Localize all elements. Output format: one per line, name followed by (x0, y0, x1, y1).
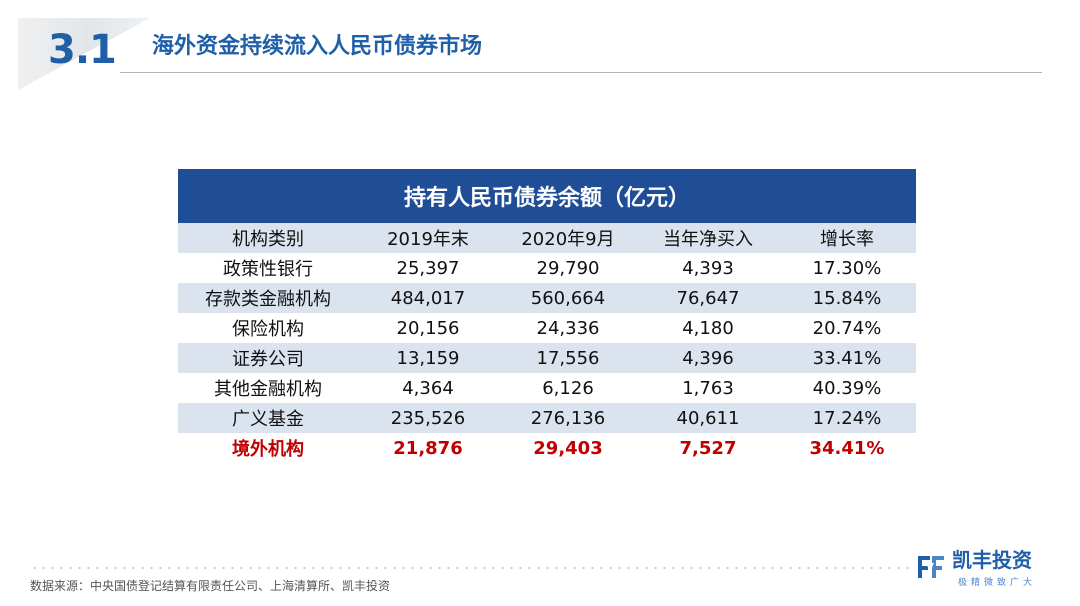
value-2020-cell: 24,336 (536, 317, 600, 339)
column-header-2020: 2020年9月 (521, 229, 615, 250)
table-row: 广义基金 235,526 276,136 40,611 17.24% (178, 403, 916, 433)
value-2020-cell: 29,403 (533, 437, 603, 459)
value-2019-cell: 21,876 (393, 437, 463, 459)
value-2019-cell: 25,397 (396, 257, 460, 279)
table-row: 其他金融机构 4,364 6,126 1,763 40.39% (178, 373, 916, 403)
value-2019-cell: 235,526 (390, 407, 466, 429)
page-title: 海外资金持续流入人民币债券市场 (152, 34, 483, 59)
growth-cell: 17.24% (812, 407, 882, 429)
header-divider (120, 72, 1042, 73)
net-buy-cell: 4,396 (682, 347, 734, 369)
net-buy-cell: 1,763 (682, 377, 734, 399)
net-buy-cell: 76,647 (676, 287, 740, 309)
company-logo-name: 凯丰投资 (952, 548, 1032, 572)
footer-dotted-divider (30, 567, 910, 569)
growth-cell: 34.41% (809, 437, 885, 459)
company-logo-icon (918, 556, 944, 578)
net-buy-cell: 4,393 (682, 257, 734, 279)
value-2019-cell: 20,156 (396, 317, 460, 339)
column-header-category: 机构类别 (232, 229, 304, 250)
table-title: 持有人民币债券余额（亿元） (178, 169, 916, 223)
table-row: 政策性银行 25,397 29,790 4,393 17.30% (178, 253, 916, 283)
category-cell: 广义基金 (232, 409, 304, 430)
net-buy-cell: 40,611 (676, 407, 740, 429)
growth-cell: 15.84% (812, 287, 882, 309)
growth-cell: 20.74% (812, 317, 882, 339)
category-cell: 证券公司 (232, 349, 304, 370)
table-row: 保险机构 20,156 24,336 4,180 20.74% (178, 313, 916, 343)
value-2019-cell: 484,017 (390, 287, 466, 309)
table-header-row: 机构类别 2019年末 2020年9月 当年净买入 增长率 (178, 223, 916, 253)
value-2020-cell: 17,556 (536, 347, 600, 369)
company-logo-slogan: 极精微致广大 (958, 578, 1037, 588)
value-2020-cell: 6,126 (542, 377, 594, 399)
section-number: 3.1 (48, 27, 117, 73)
category-cell: 政策性银行 (223, 259, 313, 280)
value-2020-cell: 29,790 (536, 257, 600, 279)
net-buy-cell: 7,527 (679, 437, 737, 459)
column-header-net-buy: 当年净买入 (663, 229, 753, 250)
growth-cell: 40.39% (812, 377, 882, 399)
category-cell: 存款类金融机构 (205, 289, 331, 310)
holdings-table: 持有人民币债券余额（亿元） 机构类别 2019年末 2020年9月 当年净买入 … (178, 169, 916, 463)
value-2019-cell: 4,364 (402, 377, 454, 399)
value-2020-cell: 276,136 (530, 407, 606, 429)
table-row-highlighted: 境外机构 21,876 29,403 7,527 34.41% (178, 433, 916, 463)
value-2019-cell: 13,159 (396, 347, 460, 369)
column-header-2019: 2019年末 (387, 229, 469, 250)
data-source-note: 数据来源：中央国债登记结算有限责任公司、上海清算所、凯丰投资 (30, 579, 391, 593)
net-buy-cell: 4,180 (682, 317, 734, 339)
table-row: 存款类金融机构 484,017 560,664 76,647 15.84% (178, 283, 916, 313)
category-cell: 保险机构 (232, 319, 304, 340)
growth-cell: 17.30% (812, 257, 882, 279)
value-2020-cell: 560,664 (530, 287, 606, 309)
growth-cell: 33.41% (812, 347, 882, 369)
table-row: 证券公司 13,159 17,556 4,396 33.41% (178, 343, 916, 373)
category-cell: 境外机构 (232, 439, 304, 460)
column-header-growth: 增长率 (820, 229, 874, 250)
category-cell: 其他金融机构 (214, 379, 322, 400)
